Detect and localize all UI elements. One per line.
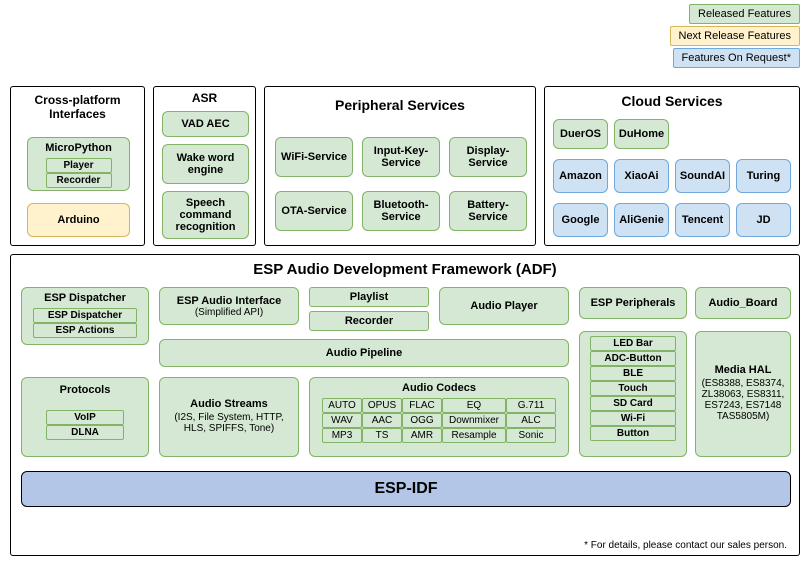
dlna-inner: DLNA [46, 425, 124, 440]
ota-service-box: OTA-Service [275, 191, 353, 231]
speech-cmd-box: Speech command recognition [162, 191, 249, 239]
aligenie-box: AliGenie [614, 203, 669, 237]
amazon-box: Amazon [553, 159, 608, 193]
esp-audio-interface-box: ESP Audio Interface (Simplified API) [159, 287, 299, 325]
peripheral-services-title: Peripheral Services [265, 87, 535, 123]
legend-on-request: Features On Request* [673, 48, 800, 68]
wifi-service-box: WiFi-Service [275, 137, 353, 177]
player-label: Player [46, 158, 112, 173]
legend: Released Features Next Release Features … [670, 4, 801, 68]
audio-board-box: Audio_Board [695, 287, 791, 319]
cloud-services-container: Cloud Services DuerOS DuHome Amazon Xiao… [544, 86, 800, 246]
asr-container: ASR VAD AEC Wake word engine Speech comm… [153, 86, 256, 246]
audio-player-box: Audio Player [439, 287, 569, 325]
asr-title: ASR [154, 87, 255, 109]
wake-word-box: Wake word engine [162, 144, 249, 184]
playlist-box: Playlist [309, 287, 429, 307]
micropython-label: MicroPython [45, 142, 112, 154]
adf-recorder-box: Recorder [309, 311, 429, 331]
cross-platform-container: Cross-platform Interfaces MicroPython Pl… [10, 86, 145, 246]
arduino-box: Arduino [27, 203, 130, 237]
peripheral-services-container: Peripheral Services WiFi-Service Input-K… [264, 86, 536, 246]
esp-peripherals-box: ESP Peripherals [579, 287, 687, 319]
display-service-box: Display-Service [449, 137, 527, 177]
arduino-label: Arduino [57, 214, 99, 226]
esp-dispatcher-box: ESP Dispatcher ESP Dispatcher ESP Action… [21, 287, 149, 345]
audio-pipeline-box: Audio Pipeline [159, 339, 569, 367]
input-key-service-box: Input-Key-Service [362, 137, 440, 177]
turing-box: Turing [736, 159, 791, 193]
voip-inner: VoIP [46, 410, 124, 425]
footnote: * For details, please contact our sales … [584, 540, 787, 551]
legend-next-release: Next Release Features [670, 26, 801, 46]
adf-container: ESP Audio Development Framework (ADF) ES… [10, 254, 800, 556]
duhome-box: DuHome [614, 119, 669, 149]
bluetooth-service-box: Bluetooth-Service [362, 191, 440, 231]
xiaoai-box: XiaoAi [614, 159, 669, 193]
dueros-box: DuerOS [553, 119, 608, 149]
esp-dispatcher-inner: ESP Dispatcher [33, 308, 137, 323]
peripherals-list-box: LED Bar ADC-Button BLE Touch SD Card Wi-… [579, 331, 687, 457]
cross-platform-title: Cross-platform Interfaces [11, 87, 144, 127]
tencent-box: Tencent [675, 203, 730, 237]
micropython-box: MicroPython Player Recorder [27, 137, 130, 191]
adf-title: ESP Audio Development Framework (ADF) [11, 255, 799, 284]
cloud-services-title: Cloud Services [545, 87, 799, 115]
protocols-box: Protocols VoIP DLNA [21, 377, 149, 457]
google-box: Google [553, 203, 608, 237]
codecs-grid: AUTOOPUSFLACEQG.711 WAVAACOGGDownmixerAL… [322, 398, 556, 443]
soundai-box: SoundAI [675, 159, 730, 193]
audio-streams-box: Audio Streams (I2S, File System, HTTP, H… [159, 377, 299, 457]
esp-idf-box: ESP-IDF [21, 471, 791, 507]
recorder-label: Recorder [46, 173, 112, 188]
audio-codecs-box: Audio Codecs AUTOOPUSFLACEQG.711 WAVAACO… [309, 377, 569, 457]
battery-service-box: Battery-Service [449, 191, 527, 231]
esp-actions-inner: ESP Actions [33, 323, 137, 338]
vad-aec-box: VAD AEC [162, 111, 249, 137]
media-hal-box: Media HAL (ES8388, ES8374, ZL38063, ES83… [695, 331, 791, 457]
legend-released: Released Features [689, 4, 800, 24]
jd-box: JD [736, 203, 791, 237]
